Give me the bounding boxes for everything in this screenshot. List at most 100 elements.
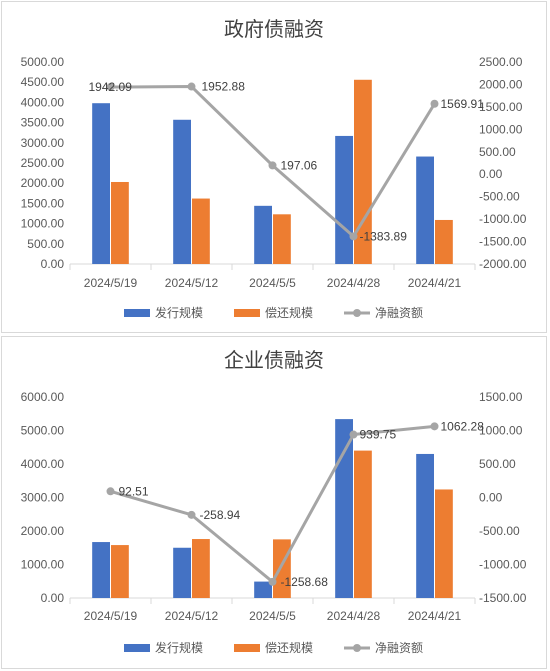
bar-issuance	[335, 135, 353, 264]
y-right-tick-label: -1000.00	[479, 212, 527, 226]
chart-panel-corporate: 企业债融资 0.00 1000.00 2000.00 3000.00 4000.00 500…	[1, 336, 547, 669]
y-left-tick-label: 2000.00	[21, 524, 65, 538]
x-tick-label: 2024/4/28	[327, 276, 381, 290]
net-financing-data-label: 939.75	[360, 428, 397, 442]
y-left-tick-label: 500.00	[27, 237, 64, 251]
y-left-tick-label: 0.00	[41, 591, 65, 605]
legend-swatch-marker	[353, 644, 361, 652]
legend-item-repayment: 偿还规模	[234, 640, 313, 655]
x-tick-label: 2024/5/12	[165, 276, 219, 290]
legend-item-repayment: 偿还规模	[234, 305, 313, 320]
bar-issuance	[92, 103, 110, 264]
net-financing-point	[187, 510, 196, 519]
net-financing-point	[268, 161, 277, 170]
bar-repayment	[435, 219, 453, 264]
net-financing-data-label: 1952.88	[202, 80, 246, 94]
y-left-tick-label: 1000.00	[21, 558, 65, 572]
legend-label: 偿还规模	[265, 640, 313, 655]
legend-item-issuance: 发行规模	[124, 305, 203, 320]
y-right-tick-label: 1000.00	[479, 424, 523, 438]
chart-legend: 发行规模 偿还规模 净融资额	[124, 305, 423, 320]
legend-item-net-financing: 净融资额	[344, 306, 423, 320]
chart-legend: 发行规模 偿还规模 净融资额	[124, 640, 423, 655]
bar-issuance	[335, 419, 353, 598]
y-left-tick-label: 0.00	[41, 257, 65, 271]
y-left-tick-label: 6000.00	[21, 390, 65, 404]
bar-issuance	[92, 542, 110, 598]
y-right-tick-label: 1500.00	[479, 100, 523, 114]
chart-title: 企业债融资	[224, 348, 324, 372]
legend-label: 发行规模	[155, 305, 203, 320]
bar-repayment	[192, 539, 210, 598]
bar-repayment	[273, 214, 291, 264]
net-financing-data-label: 1569.91	[441, 97, 485, 111]
chart-corporate-bond-financing: 企业债融资 0.00 1000.00 2000.00 3000.00 4000.00 500…	[21, 348, 527, 655]
x-tick-label: 2024/5/12	[165, 609, 219, 623]
legend-label: 发行规模	[155, 640, 203, 655]
bar-repayment	[192, 198, 210, 264]
y-right-tick-label: 0.00	[479, 491, 503, 505]
legend-swatch-marker	[353, 309, 361, 317]
y-right-tick-label: -1500.00	[479, 235, 527, 249]
legend-swatch	[124, 644, 150, 652]
x-tick-label: 2024/4/21	[408, 609, 462, 623]
net-financing-point	[106, 83, 115, 92]
x-tick-label: 2024/4/21	[408, 276, 462, 290]
x-tick-label: 2024/5/5	[249, 609, 296, 623]
net-financing-data-label: 197.06	[281, 158, 318, 172]
legend-item-net-financing: 净融资额	[344, 641, 423, 655]
net-financing-line	[110, 424, 435, 584]
bar-repayment	[354, 450, 372, 598]
y-right-tick-label: 1500.00	[479, 390, 523, 404]
net-financing-point	[430, 99, 439, 108]
net-financing-data-label: -258.94	[200, 508, 241, 522]
bar-repayment	[354, 79, 372, 264]
y-right-tick-label: -1000.00	[479, 558, 527, 572]
bar-issuance	[173, 547, 191, 598]
y-left-tick-label: 3500.00	[21, 116, 65, 130]
y-left-tick-label: 2000.00	[21, 176, 65, 190]
y-right-tick-label: 2500.00	[479, 55, 523, 69]
bar-repayment	[111, 181, 129, 264]
y-right-tick-label: -1500.00	[479, 591, 527, 605]
y-right-tick-label: 2000.00	[479, 77, 523, 91]
y-right-tick-label: 500.00	[479, 145, 516, 159]
legend-label: 偿还规模	[265, 305, 313, 320]
y-left-tick-label: 2500.00	[21, 156, 65, 170]
bar-issuance	[173, 119, 191, 264]
y-left-tick-label: 5000.00	[21, 424, 65, 438]
y-left-tick-label: 3000.00	[21, 136, 65, 150]
y-right-tick-label: -2000.00	[479, 257, 527, 271]
y-left-tick-label: 4000.00	[21, 457, 65, 471]
legend-swatch	[234, 309, 260, 317]
net-financing-point	[106, 487, 115, 496]
chart-panel-government: 政府债融资 0.00 500.00 1000.00 1500.00 2000.00 2500…	[1, 1, 547, 333]
x-tick-label: 2024/5/5	[249, 276, 296, 290]
y-left-tick-label: 4000.00	[21, 95, 65, 109]
y-right-tick-label: -500.00	[479, 190, 520, 204]
bar-issuance	[254, 581, 272, 598]
x-tick-label: 2024/5/19	[84, 276, 138, 290]
chart-title: 政府债融资	[224, 17, 324, 41]
net-financing-data-label: 1062.28	[441, 419, 485, 433]
net-financing-point	[349, 430, 358, 439]
y-right-tick-label: 1000.00	[479, 122, 523, 136]
y-right-tick-label: 0.00	[479, 167, 503, 181]
bar-repayment	[273, 539, 291, 598]
bar-issuance	[254, 205, 272, 264]
bar-issuance	[416, 156, 434, 264]
net-financing-data-label: 92.51	[119, 484, 149, 498]
x-tick-label: 2024/5/19	[84, 609, 138, 623]
bar-repayment	[435, 489, 453, 598]
net-financing-point	[268, 577, 277, 586]
y-left-tick-label: 1000.00	[21, 217, 65, 231]
chart-government-bond-financing: 政府债融资 0.00 500.00 1000.00 1500.00 2000.00 2500…	[21, 17, 527, 320]
y-left-tick-label: 1500.00	[21, 196, 65, 210]
net-financing-data-label: -1258.68	[281, 575, 329, 589]
net-financing-point	[430, 422, 439, 431]
net-financing-point	[187, 82, 196, 91]
legend-swatch	[124, 309, 150, 317]
net-financing-data-label: 1942.09	[89, 80, 133, 94]
x-tick-label: 2024/4/28	[327, 609, 381, 623]
bar-issuance	[416, 453, 434, 598]
